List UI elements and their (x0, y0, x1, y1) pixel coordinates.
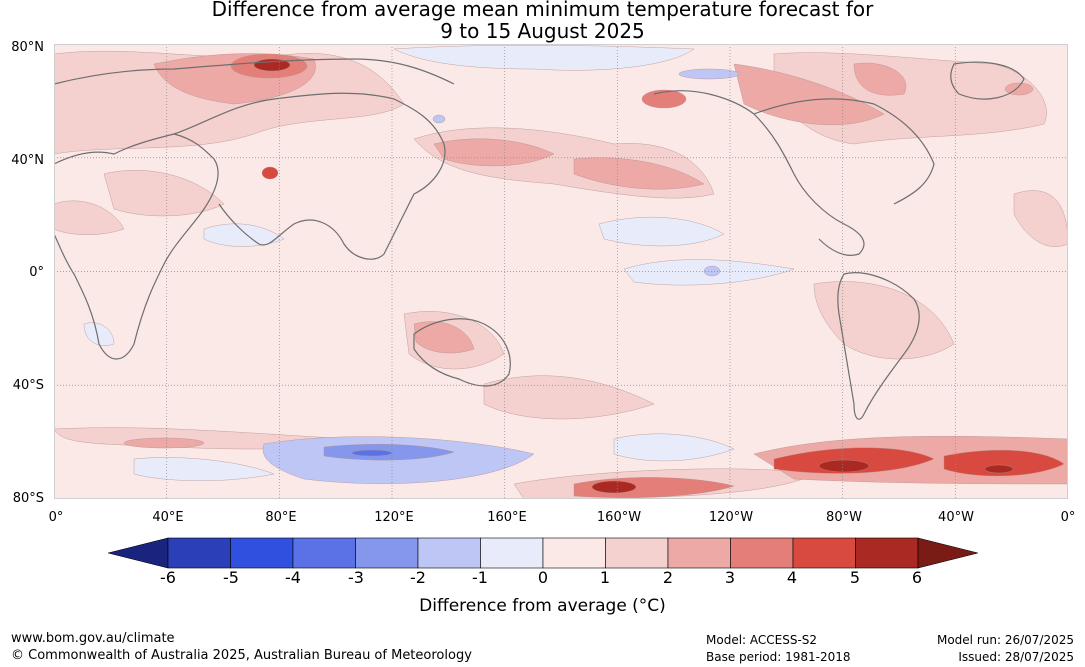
colorbar-tick: -2 (410, 568, 426, 587)
lon-label-40w: 40°W (938, 510, 974, 525)
colorbar-cell (417, 537, 481, 569)
base-period: Base period: 1981-2018 (706, 650, 851, 664)
colorbar-tick: 3 (724, 568, 736, 587)
colorbar-cell (605, 537, 669, 569)
lon-label-0: 0° (48, 510, 64, 525)
colorbar-cell (355, 537, 419, 569)
lat-label-40s: 40°S (12, 378, 44, 393)
colorbar-cell (855, 537, 919, 569)
colorbar-extend-high (917, 537, 978, 569)
colorbar-tick: -4 (285, 568, 301, 587)
lat-label-0: 0° (29, 265, 44, 280)
lat-label-80s: 80°S (12, 491, 44, 506)
colorbar-cell (167, 537, 231, 569)
colorbar-cell (542, 537, 606, 569)
colorbar-cell (292, 537, 356, 569)
model-run-date: Model run: 26/07/2025 (936, 633, 1074, 647)
coastlines (54, 58, 1025, 420)
issued-date: Issued: 28/07/2025 (958, 650, 1074, 664)
colorbar-tick: -1 (472, 568, 488, 587)
colorbar-cell (792, 537, 856, 569)
colorbar-tick: 5 (849, 568, 861, 587)
lat-label-40n: 40°N (11, 153, 44, 168)
lon-label-80w: 80°W (826, 510, 862, 525)
chart-title-line2: 9 to 15 August 2025 (440, 19, 645, 43)
chart-title-line1: Difference from average mean minimum tem… (211, 0, 874, 21)
anomaly-shading (54, 45, 1068, 499)
colorbar-extend-low (108, 537, 169, 569)
graticule (54, 44, 1068, 499)
colorbar (108, 537, 978, 569)
copyright-text: © Commonwealth of Australia 2025, Austra… (11, 648, 472, 663)
colorbar-tick: 6 (911, 568, 923, 587)
model-name: Model: ACCESS-S2 (706, 633, 818, 647)
lon-label-80e: 80°E (265, 510, 297, 525)
lon-label-120w: 120°W (708, 510, 754, 525)
colorbar-tick: 1 (599, 568, 611, 587)
colorbar-tick: -3 (348, 568, 364, 587)
lon-label-160e: 160°E (487, 510, 527, 525)
colorbar-cell (667, 537, 731, 569)
colorbar-cell (230, 537, 294, 569)
colorbar-cell (480, 537, 544, 569)
colorbar-tick: 4 (786, 568, 798, 587)
colorbar-tick: -6 (160, 568, 176, 587)
lat-label-80n: 80°N (11, 40, 44, 55)
temperature-anomaly-map (54, 44, 1068, 499)
colorbar-cell (730, 537, 794, 569)
colorbar-tick: -5 (223, 568, 239, 587)
colorbar-tick: 0 (537, 568, 549, 587)
website-link[interactable]: www.bom.gov.au/climate (11, 631, 175, 646)
lon-label-40e: 40°E (152, 510, 184, 525)
lon-label-120e: 120°E (374, 510, 414, 525)
colorbar-cells (108, 537, 978, 569)
colorbar-tick: 2 (662, 568, 674, 587)
lon-label-160w: 160°W (596, 510, 642, 525)
colorbar-label: Difference from average (°C) (419, 596, 666, 616)
lon-label-0-end: 0° (1060, 510, 1076, 525)
